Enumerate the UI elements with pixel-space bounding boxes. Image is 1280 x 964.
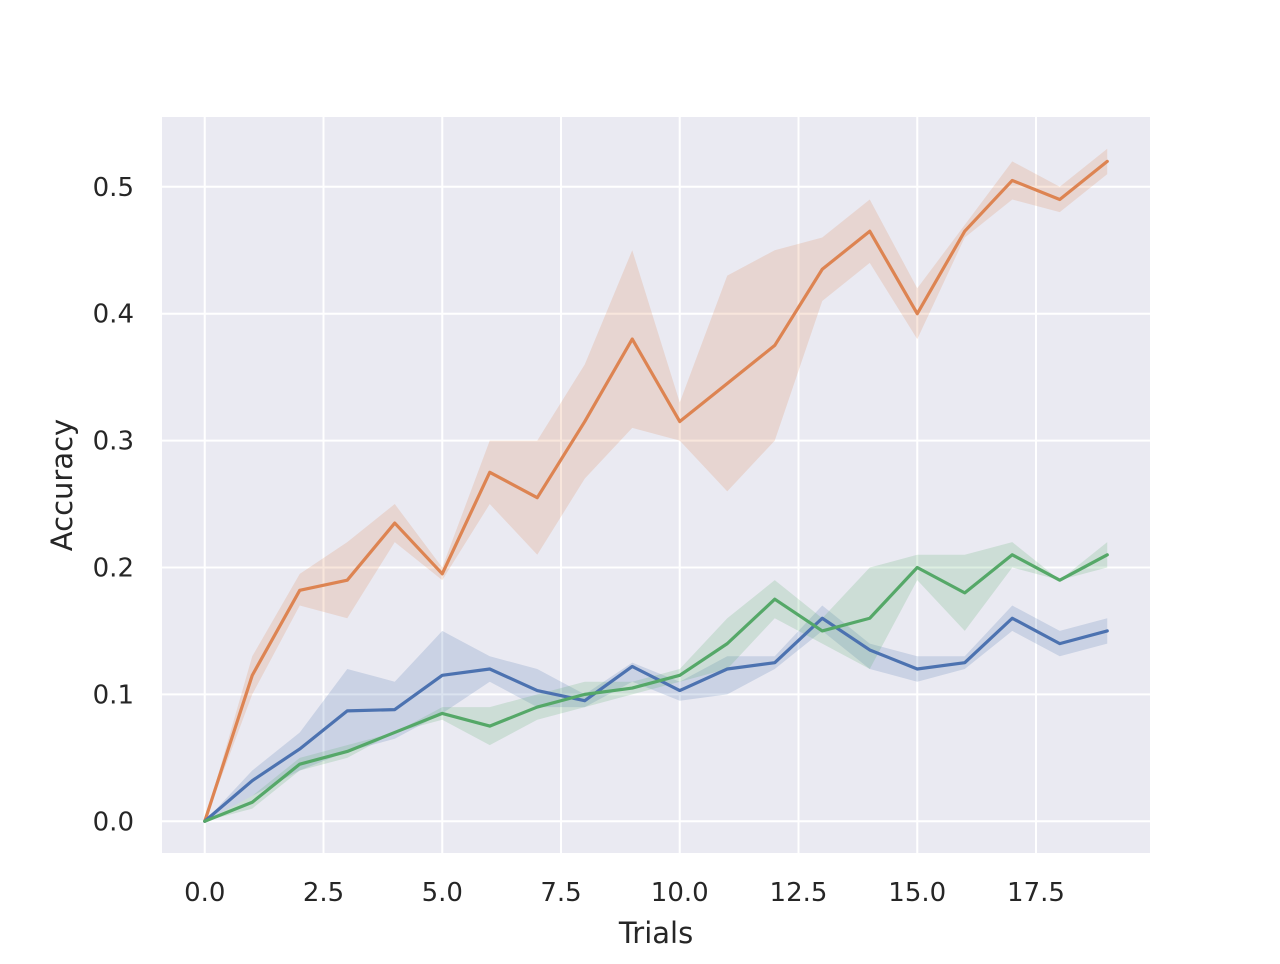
x-tick-label: 15.0 bbox=[888, 878, 946, 908]
x-tick-label: 2.5 bbox=[303, 878, 344, 908]
x-tick-labels: 0.0 2.5 5.0 7.5 10.0 12.5 15.0 17.5 bbox=[184, 878, 1065, 908]
series-line-0 bbox=[203, 159, 1109, 823]
confidence-band-1 bbox=[204, 605, 1108, 822]
y-tick-label: 0.1 bbox=[93, 680, 134, 710]
x-tick-label: 7.5 bbox=[540, 878, 581, 908]
series-line-1 bbox=[203, 616, 1109, 823]
y-axis-label: Accuracy bbox=[45, 419, 79, 551]
x-tick-label: 0.0 bbox=[184, 878, 225, 908]
grid-layer bbox=[162, 117, 1150, 853]
y-tick-label: 0.5 bbox=[93, 173, 134, 203]
x-axis-label: Trials bbox=[618, 916, 693, 950]
y-tick-label: 0.4 bbox=[93, 300, 134, 330]
x-tick-label: 10.0 bbox=[651, 878, 709, 908]
y-tick-label: 0.2 bbox=[93, 553, 134, 583]
x-tick-label: 12.5 bbox=[770, 878, 828, 908]
series-lines bbox=[203, 159, 1109, 823]
x-tick-label: 17.5 bbox=[1007, 878, 1065, 908]
series-line-2 bbox=[203, 553, 1109, 823]
x-tick-label: 5.0 bbox=[422, 878, 463, 908]
y-tick-labels: 0.0 0.1 0.2 0.3 0.4 0.5 bbox=[93, 173, 134, 837]
y-tick-label: 0.3 bbox=[93, 427, 134, 457]
y-tick-label: 0.0 bbox=[93, 807, 134, 837]
plot-background bbox=[162, 117, 1150, 853]
